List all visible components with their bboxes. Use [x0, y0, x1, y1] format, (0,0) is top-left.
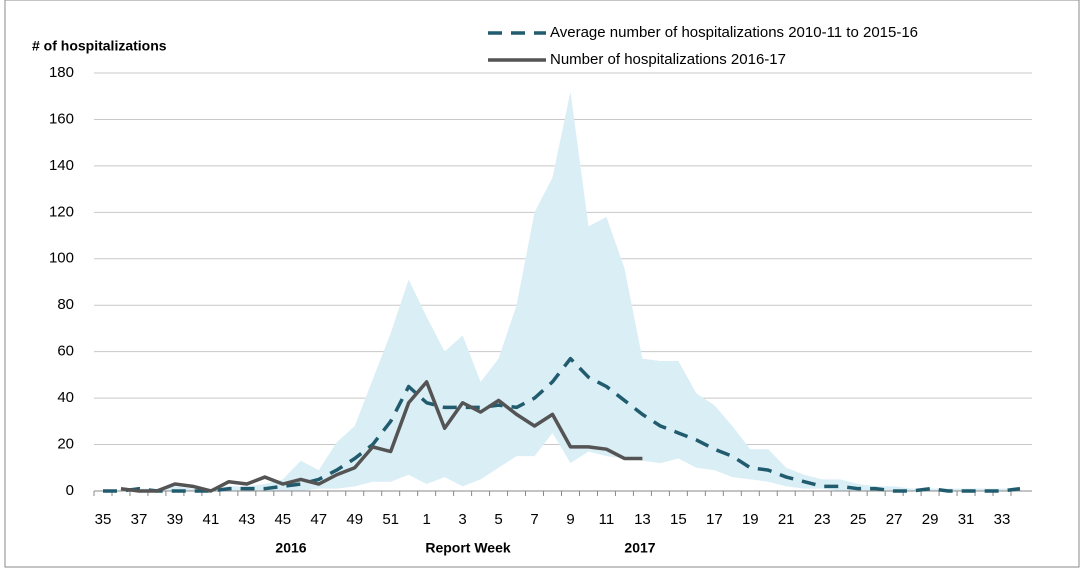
- y-tick-label: 120: [49, 203, 74, 220]
- x-tick-label: 15: [670, 511, 687, 528]
- x-tick-label: 13: [634, 511, 651, 528]
- frame: [4, 0, 1080, 568]
- y-tick-label: 80: [57, 296, 74, 313]
- x-tick-label: 7: [530, 511, 538, 528]
- legend-label: Number of hospitalizations 2016-17: [550, 51, 786, 68]
- x-tick-label: 43: [238, 511, 255, 528]
- x-tick-label: 5: [494, 511, 502, 528]
- y-tick-label: 100: [49, 250, 74, 267]
- x-tick-label: 31: [958, 511, 975, 528]
- x-tick-label: 21: [778, 511, 795, 528]
- x-tick-label: 27: [886, 511, 903, 528]
- x-tick-label: 47: [310, 511, 327, 528]
- x-tick-label: 9: [566, 511, 574, 528]
- x-tick-label: 17: [706, 511, 723, 528]
- x-tick-label: 19: [742, 511, 759, 528]
- y-axis-title: # of hospitalizations: [32, 38, 167, 54]
- y-tick-label: 20: [57, 436, 74, 453]
- series-line: [120, 380, 643, 493]
- x-tick-label: 51: [382, 511, 399, 528]
- year-label: 2016: [275, 540, 306, 556]
- y-tick-label: 40: [57, 389, 74, 406]
- x-tick-label: 11: [599, 511, 615, 528]
- y-tick-label: 60: [57, 343, 74, 360]
- x-tick-label: 39: [167, 511, 184, 528]
- x-tick-label: 29: [922, 511, 939, 528]
- x-tick-label: 33: [994, 511, 1011, 528]
- x-tick-label: 1: [422, 511, 430, 528]
- x-tick-label: 25: [850, 511, 867, 528]
- legend-label: Average number of hospitalizations 2010-…: [550, 24, 918, 41]
- x-tick-label: 49: [346, 511, 363, 528]
- x-tick-label: 35: [95, 511, 112, 528]
- y-tick-label: 0: [66, 482, 74, 499]
- year-label: 2017: [624, 540, 655, 556]
- x-tick-label: 23: [814, 511, 831, 528]
- y-tick-label: 160: [49, 110, 74, 127]
- range-band: [103, 91, 1020, 492]
- x-axis-title: Report Week: [425, 540, 511, 556]
- x-tick-label: 3: [458, 511, 466, 528]
- y-tick-label: 140: [49, 157, 74, 174]
- x-tick-label: 45: [274, 511, 291, 528]
- x-tick-label: 37: [131, 511, 148, 528]
- x-tick-label: 41: [203, 511, 220, 528]
- y-tick-label: 180: [49, 64, 74, 81]
